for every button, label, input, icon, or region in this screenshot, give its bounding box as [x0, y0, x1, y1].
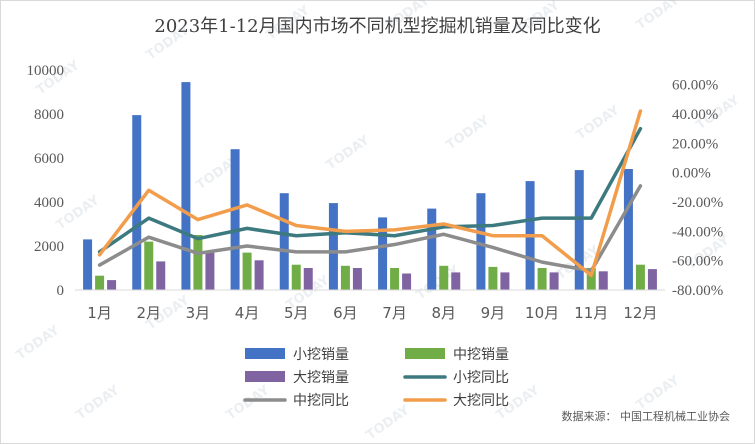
bar-1: [328, 203, 338, 290]
left-tick-label: 4000: [34, 195, 64, 211]
bar-1: [279, 193, 289, 290]
bar-1: [476, 193, 486, 290]
bar-2: [586, 268, 596, 290]
chart-title: 2023年1-12月国内市场不同机型挖掘机销量及同比变化: [154, 16, 601, 37]
category-label: 3月: [186, 304, 211, 322]
watermark-text: TODAY: [634, 0, 683, 33]
category-label: 5月: [284, 304, 309, 322]
watermark-text: TODAY: [574, 103, 623, 144]
bar-3: [451, 272, 461, 290]
bar-3: [500, 272, 510, 290]
bar-2: [439, 265, 449, 290]
right-tick-label: 20.00%: [672, 136, 718, 152]
legend-label: 小挖销量: [293, 347, 349, 363]
left-tick-label: 2000: [34, 239, 64, 255]
legend-swatch-bar: [245, 371, 285, 382]
bar-2: [340, 265, 350, 290]
right-tick-label: -80.00%: [672, 283, 723, 299]
bar-3: [402, 273, 412, 290]
bar-3: [205, 252, 215, 290]
bar-3: [352, 268, 362, 290]
line-2: [97, 184, 643, 273]
bar-1: [378, 217, 388, 290]
bar-2: [488, 266, 498, 290]
bar-1: [427, 208, 437, 290]
category-label: 11月: [574, 304, 608, 322]
right-tick-label: 0.00%: [672, 166, 711, 182]
bar-1: [181, 82, 191, 290]
bar-3: [549, 272, 559, 290]
line-3: [97, 109, 643, 278]
left-tick-label: 0: [57, 283, 65, 299]
watermark-text: TODAY: [14, 323, 63, 364]
watermark-text: TODAY: [224, 383, 273, 424]
category-label: 10月: [525, 304, 559, 322]
legend-label: 大挖同比: [453, 393, 509, 409]
bar-2: [242, 252, 252, 290]
legend-label: 中挖销量: [453, 347, 509, 363]
bar-2: [291, 264, 301, 290]
category-label: 4月: [235, 304, 260, 322]
bar-3: [598, 271, 608, 290]
right-axis-ticks: -80.00% -60.00% -40.00% -20.00% 0.00% 20.00% 4…: [672, 78, 723, 299]
left-tick-label: 8000: [34, 107, 64, 123]
bar-2: [193, 235, 203, 290]
bar-3: [254, 260, 264, 290]
category-label: 2月: [136, 304, 161, 322]
bar-2: [95, 275, 105, 290]
right-tick-label: -60.00%: [672, 254, 723, 270]
bar-1: [132, 115, 142, 290]
bar-3: [303, 268, 313, 290]
bar-1: [623, 169, 633, 290]
bar-3: [647, 269, 657, 290]
watermark-text: TODAY: [264, 3, 313, 44]
legend-label: 大挖销量: [293, 370, 349, 386]
legend-label: 中挖同比: [293, 393, 349, 409]
right-tick-label: -40.00%: [672, 224, 723, 240]
watermark-text: TODAY: [74, 383, 123, 424]
category-label: 1月: [87, 304, 112, 322]
legend-swatch-bar: [245, 348, 285, 359]
category-label: 9月: [481, 304, 506, 322]
right-tick-label: 60.00%: [672, 78, 718, 94]
legend-swatch-bar: [405, 348, 445, 359]
bar-2: [390, 268, 400, 290]
category-label: 8月: [431, 304, 456, 322]
legend-label: 小挖同比: [453, 370, 509, 386]
bar-1: [230, 149, 240, 290]
bar-2: [537, 268, 547, 290]
watermark-text: TODAY: [514, 0, 563, 38]
bar-1: [83, 239, 93, 290]
line-layer: [97, 109, 643, 278]
source-note: 数据来源： 中国工程机械工业协会: [562, 409, 731, 423]
watermark-text: TODAY: [324, 133, 373, 174]
category-label: 7月: [382, 304, 407, 322]
bar-3: [156, 261, 166, 290]
category-label: 12月: [623, 304, 657, 322]
bar-2: [635, 264, 645, 290]
right-tick-label: 40.00%: [672, 107, 718, 123]
left-tick-label: 10000: [27, 63, 65, 79]
category-labels: 1月 2月 3月 4月 5月 6月 7月 8月 9月 10月 11月 12月: [87, 304, 657, 322]
bar-1: [574, 170, 584, 290]
watermark-text: TODAY: [444, 113, 493, 154]
watermark-text: TODAY: [634, 373, 683, 414]
watermark-text: TODAY: [384, 0, 433, 33]
line-1: [97, 126, 643, 254]
left-axis-ticks: 0 2000 4000 6000 8000 10000: [27, 63, 65, 299]
category-label: 6月: [333, 304, 358, 322]
right-tick-label: -20.00%: [672, 195, 723, 211]
bar-2: [144, 241, 154, 290]
bar-3: [107, 280, 117, 290]
watermark-text: TODAY: [364, 403, 413, 444]
watermark-text: TODAY: [144, 23, 193, 64]
left-tick-label: 6000: [34, 151, 64, 167]
